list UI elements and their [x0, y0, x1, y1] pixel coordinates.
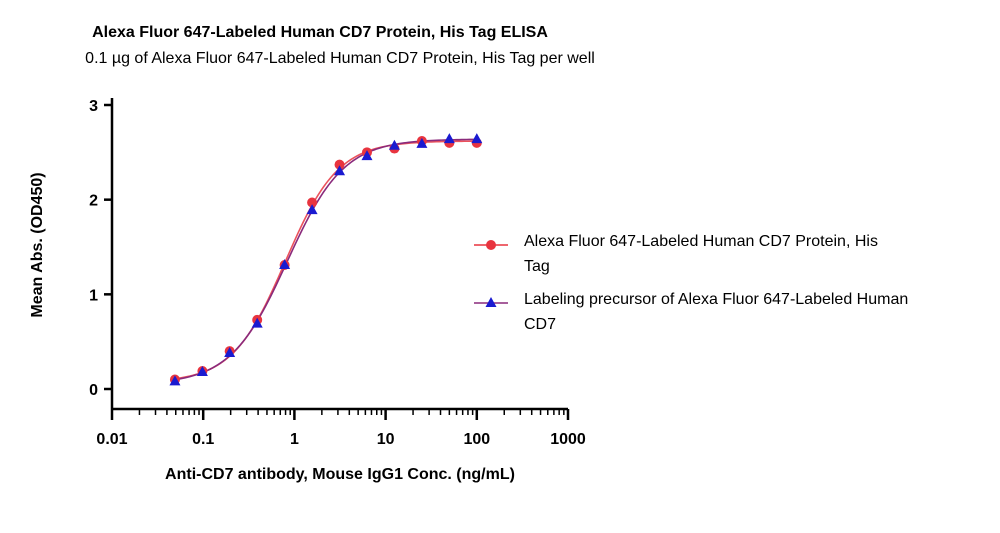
- y-tick-label: 1: [89, 287, 98, 304]
- legend-marker-2: [485, 297, 497, 307]
- axes: [104, 98, 570, 420]
- series-2-point: [196, 365, 208, 376]
- legend-label-1: Alexa Fluor 647-Labeled Human CD7 Protei…: [524, 233, 878, 250]
- chart-title: Alexa Fluor 647-Labeled Human CD7 Protei…: [92, 24, 548, 41]
- series-2-point: [251, 317, 263, 328]
- series-1-point: [334, 159, 345, 170]
- fit-curve-2: [174, 138, 477, 381]
- series-2-point: [471, 133, 483, 144]
- series-2-point: [169, 375, 181, 386]
- x-tick-label: 10: [377, 431, 395, 448]
- data-points: [169, 133, 483, 386]
- series-2-point: [279, 258, 291, 269]
- y-tick-label: 2: [89, 193, 98, 210]
- legend-marker-1: [486, 240, 496, 250]
- series-2-point: [306, 204, 318, 215]
- x-tick-label: 1: [290, 431, 299, 448]
- series-2-point: [388, 139, 400, 150]
- y-tick-label: 3: [89, 98, 98, 115]
- series-2-point: [361, 150, 373, 161]
- x-axis-label: Anti-CD7 antibody, Mouse IgG1 Conc. (ng/…: [165, 466, 515, 483]
- x-tick-label: 0.1: [192, 431, 214, 448]
- series-2-point: [334, 165, 346, 176]
- legend-label-1: Tag: [524, 258, 550, 275]
- y-axis-label: Mean Abs. (OD450): [29, 172, 46, 317]
- tick-labels: 0 1 2 3 0.01 0.1 1 10 100 1000: [89, 98, 586, 448]
- chart-subtitle: 0.1 µg of Alexa Fluor 647-Labeled Human …: [85, 50, 595, 67]
- y-tick-label: 0: [89, 382, 98, 399]
- legend: Alexa Fluor 647-Labeled Human CD7 Protei…: [474, 233, 908, 333]
- legend-label-2: Labeling precursor of Alexa Fluor 647-La…: [524, 291, 908, 308]
- x-tick-label: 100: [463, 431, 490, 448]
- x-tick-label: 0.01: [96, 431, 127, 448]
- series-1-point: [307, 197, 318, 208]
- series-2-point: [224, 347, 236, 358]
- fit-curves: [174, 138, 477, 381]
- series-2-point: [416, 137, 428, 148]
- legend-label-2: CD7: [524, 316, 556, 333]
- fit-curve-1: [174, 140, 477, 380]
- x-tick-label: 1000: [550, 431, 586, 448]
- series-2-point: [443, 133, 455, 144]
